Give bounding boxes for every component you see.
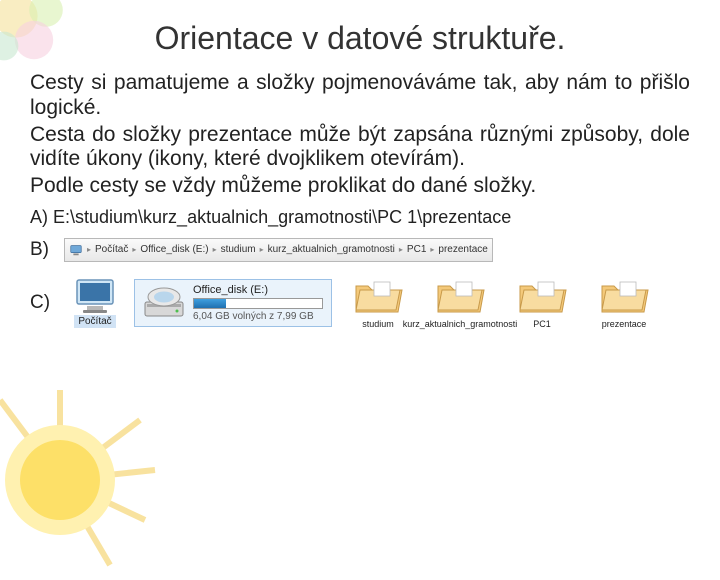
example-a-row: A) E:\studium\kurz_aktualnich_gramotnost… bbox=[30, 207, 690, 228]
folder-open-icon bbox=[516, 276, 568, 318]
label-c: C) bbox=[30, 292, 56, 314]
example-b-row: B) ▸ Počítač ▸ Office_disk (E:) ▸ studiu… bbox=[30, 238, 690, 262]
breadcrumb-item[interactable]: prezentace bbox=[438, 244, 487, 255]
drive-free-text: 6,04 GB volných z 7,99 GB bbox=[193, 311, 323, 322]
folder-label: PC1 bbox=[533, 320, 551, 329]
chevron-right-icon: ▸ bbox=[130, 245, 138, 254]
folder-open-icon bbox=[598, 276, 650, 318]
chevron-right-icon: ▸ bbox=[85, 245, 93, 254]
paragraph-2: Cesta do složky prezentace může být zaps… bbox=[30, 123, 690, 173]
page-title: Orientace v datové struktuře. bbox=[30, 20, 690, 57]
chevron-right-icon: ▸ bbox=[397, 245, 405, 254]
breadcrumb-item[interactable]: PC1 bbox=[407, 244, 426, 255]
breadcrumb-item[interactable]: Počítač bbox=[95, 244, 128, 255]
breadcrumb-item[interactable]: studium bbox=[221, 244, 256, 255]
paragraph-1: Cesty si pamatujeme a složky pojmenovává… bbox=[30, 71, 690, 121]
folder-label: prezentace bbox=[602, 320, 647, 329]
folder-label: studium bbox=[362, 320, 394, 329]
breadcrumb-item[interactable]: kurz_aktualnich_gramotnosti bbox=[268, 244, 395, 255]
drive-info: Office_disk (E:) 6,04 GB volných z 7,99 … bbox=[193, 284, 323, 322]
folder-item[interactable]: prezentace bbox=[588, 276, 660, 329]
chevron-right-icon: ▸ bbox=[258, 245, 266, 254]
chevron-right-icon: ▸ bbox=[211, 245, 219, 254]
drive-item[interactable]: Office_disk (E:) 6,04 GB volných z 7,99 … bbox=[134, 279, 332, 327]
breadcrumb[interactable]: ▸ Počítač ▸ Office_disk (E:) ▸ studium ▸… bbox=[64, 238, 493, 262]
breadcrumb-item[interactable]: Office_disk (E:) bbox=[140, 244, 208, 255]
drive-name: Office_disk (E:) bbox=[193, 284, 323, 296]
paragraph-3: Podle cesty se vždy můžeme proklikat do … bbox=[30, 174, 690, 199]
computer-shortcut[interactable]: Počítač bbox=[66, 277, 124, 328]
computer-label: Počítač bbox=[74, 315, 115, 328]
folder-label: kurz_aktualnich_gramotnosti bbox=[403, 320, 518, 329]
drive-usage-bar bbox=[193, 298, 323, 309]
folder-item[interactable]: kurz_aktualnich_gramotnosti bbox=[424, 276, 496, 329]
label-b: B) bbox=[30, 239, 56, 261]
drive-usage-fill bbox=[194, 299, 226, 308]
computer-icon bbox=[73, 277, 117, 315]
example-c-row: C) Počítač Office_disk (E:) bbox=[30, 276, 690, 329]
chevron-right-icon: ▸ bbox=[428, 245, 436, 254]
folder-item[interactable]: PC1 bbox=[506, 276, 578, 329]
computer-icon bbox=[69, 243, 83, 257]
path-a-text: E:\studium\kurz_aktualnich_gramotnosti\P… bbox=[53, 207, 511, 227]
label-a: A) bbox=[30, 207, 48, 227]
bg-sun-icon bbox=[0, 380, 160, 580]
folder-open-icon bbox=[352, 276, 404, 318]
folder-open-icon bbox=[434, 276, 486, 318]
drive-icon bbox=[143, 286, 185, 320]
